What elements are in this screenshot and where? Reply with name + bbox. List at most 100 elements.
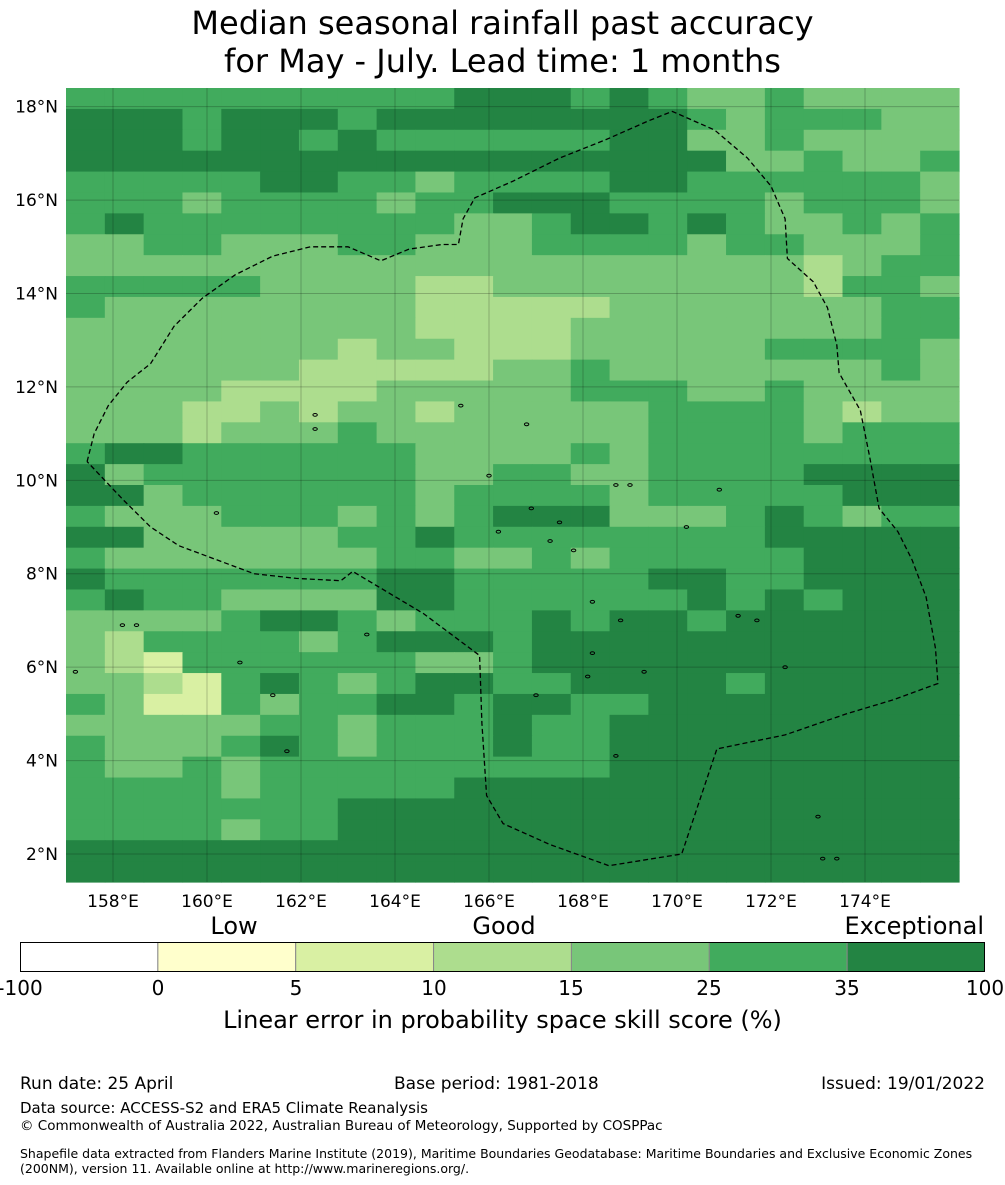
grid-cell <box>842 171 882 194</box>
grid-cell <box>803 359 844 382</box>
grid-cell <box>454 798 494 820</box>
grid-cell <box>803 526 844 549</box>
grid-cell <box>415 756 455 779</box>
grid-cell <box>454 171 494 194</box>
grid-cell <box>609 631 649 653</box>
grid-cell <box>493 861 533 883</box>
grid-cell <box>881 380 921 403</box>
grid-cell <box>66 171 106 194</box>
grid-cell <box>337 234 378 256</box>
grid-cell <box>726 547 766 570</box>
grid-cell <box>182 610 222 632</box>
grid-cell <box>881 673 921 695</box>
grid-cell <box>570 129 611 152</box>
grid-cell <box>493 213 533 235</box>
grid-cell <box>221 673 261 695</box>
grid-cell <box>803 861 844 883</box>
grid-cell <box>842 464 882 486</box>
grid-cell <box>260 819 300 841</box>
grid-cell <box>454 693 494 716</box>
latitude-tick-label: 18°N <box>15 98 58 118</box>
grid-cell <box>764 631 805 653</box>
grid-cell <box>182 192 222 214</box>
grid-cell <box>415 589 455 611</box>
grid-cell <box>609 380 649 403</box>
grid-cell <box>260 589 300 611</box>
grid-cell <box>920 108 960 131</box>
skill-score-grid <box>66 88 960 883</box>
grid-cell <box>881 171 921 194</box>
grid-cell <box>376 296 417 319</box>
grid-cell <box>803 171 844 194</box>
grid-cell <box>415 631 455 653</box>
grid-cell <box>260 526 300 549</box>
island-outline <box>547 539 553 543</box>
grid-cell <box>66 401 106 423</box>
grid-cell <box>143 192 184 214</box>
grid-cell <box>881 108 921 131</box>
grid-cell <box>726 255 766 277</box>
grid-cell <box>803 213 844 235</box>
grid-cell <box>66 610 106 632</box>
grid-cell <box>182 338 222 361</box>
grid-cell <box>493 150 533 173</box>
grid-cell <box>260 359 300 382</box>
grid-cell <box>104 840 145 862</box>
grid-cell <box>764 317 805 340</box>
grid-cell <box>182 589 222 611</box>
grid-cell <box>182 840 222 862</box>
grid-cell <box>609 526 649 549</box>
grid-cell <box>493 589 533 611</box>
grid-cell <box>104 714 145 737</box>
grid-cell <box>376 756 417 779</box>
grid-cell <box>143 422 184 444</box>
grid-cell <box>609 652 649 674</box>
grid-cell <box>337 505 378 528</box>
grid-cell <box>764 673 805 695</box>
grid-cell <box>920 798 960 820</box>
grid-cell <box>881 234 921 256</box>
grid-cell <box>104 213 145 235</box>
grid-cell <box>337 338 378 361</box>
grid-cell <box>531 526 572 549</box>
grid-cell <box>764 589 805 611</box>
grid-cell <box>337 798 378 820</box>
grid-cell <box>66 652 106 674</box>
grid-cell <box>648 756 688 779</box>
grid-cell <box>221 819 261 841</box>
grid-cell <box>726 464 766 486</box>
grid-cell <box>648 171 688 194</box>
grid-cell <box>493 317 533 340</box>
grid-cell <box>104 485 145 507</box>
grid-cell <box>298 756 339 779</box>
grid-cell <box>298 422 339 444</box>
grid-cell <box>609 861 649 883</box>
grid-cell <box>143 276 184 298</box>
grid-cell <box>842 505 882 528</box>
grid-cell <box>842 359 882 382</box>
grid-cell <box>454 547 494 570</box>
grid-cell <box>881 568 921 591</box>
grid-cell <box>260 317 300 340</box>
grid-cell <box>376 359 417 382</box>
data-source: Data source: ACCESS-S2 and ERA5 Climate … <box>20 1099 428 1117</box>
grid-cell <box>298 171 339 194</box>
grid-cell <box>143 798 184 820</box>
grid-cell <box>376 505 417 528</box>
grid-cell <box>842 338 882 361</box>
grid-cell <box>764 735 805 758</box>
grid-cell <box>104 777 145 800</box>
grid-cell <box>531 338 572 361</box>
grid-cell <box>454 777 494 800</box>
colorbar-axis-label: Linear error in probability space skill … <box>223 1006 782 1034</box>
grid-cell <box>648 673 688 695</box>
grid-cell <box>182 547 222 570</box>
grid-cell <box>764 861 805 883</box>
grid-cell <box>842 652 882 674</box>
grid-cell <box>143 296 184 319</box>
grid-cell <box>570 443 611 465</box>
grid-cell <box>803 443 844 465</box>
grid-cell <box>764 276 805 298</box>
grid-cell <box>66 317 106 340</box>
island-outline <box>613 483 619 487</box>
